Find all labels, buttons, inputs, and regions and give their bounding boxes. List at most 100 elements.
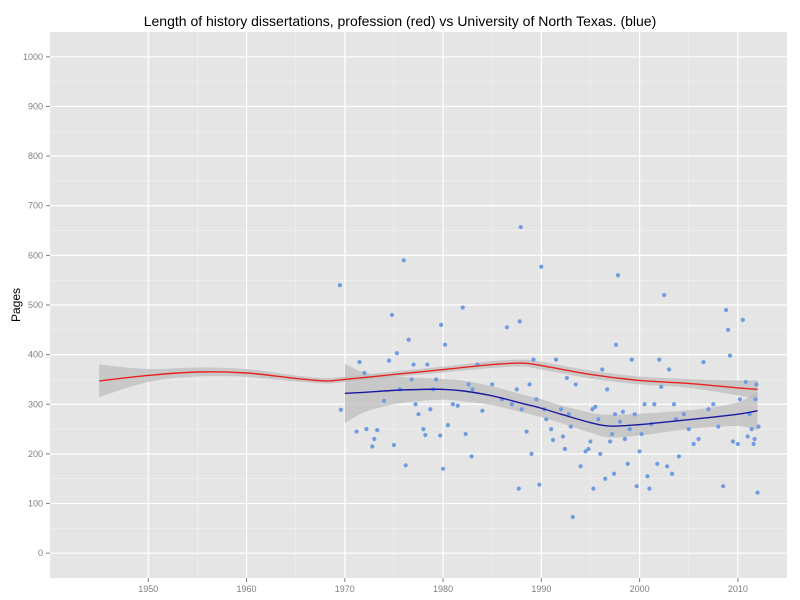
data-point	[425, 362, 430, 367]
data-point	[337, 283, 342, 288]
data-point	[544, 417, 549, 422]
data-point	[596, 417, 601, 422]
data-point	[752, 436, 757, 442]
data-point	[620, 409, 625, 414]
x-tick-label: 2010	[728, 584, 748, 594]
y-tick-label: 600	[28, 250, 43, 260]
data-point	[568, 424, 573, 429]
data-point	[551, 437, 556, 443]
data-point	[652, 402, 657, 407]
data-point	[539, 264, 544, 269]
data-point	[442, 342, 448, 347]
x-tick-label: 1980	[433, 584, 453, 594]
data-point	[409, 377, 414, 382]
data-point	[455, 403, 460, 408]
major-gridlines	[50, 32, 787, 578]
data-point	[375, 427, 380, 433]
data-point	[403, 463, 408, 468]
data-point	[438, 433, 443, 438]
confidence-band	[344, 363, 758, 438]
data-point	[460, 305, 465, 310]
data-point	[617, 419, 623, 424]
data-point	[537, 482, 542, 487]
data-point	[727, 353, 733, 358]
data-point	[386, 358, 392, 363]
data-point	[588, 439, 593, 444]
data-point	[450, 402, 455, 407]
smooth-line	[99, 362, 758, 391]
data-point	[608, 439, 613, 444]
data-point	[671, 402, 677, 407]
y-tick-label: 300	[28, 399, 43, 409]
data-point	[362, 370, 367, 376]
data-point	[657, 357, 662, 362]
data-point	[662, 292, 667, 298]
data-point	[637, 449, 642, 454]
data-point	[583, 449, 588, 454]
data-point	[615, 273, 621, 278]
data-point	[716, 424, 721, 429]
data-point	[751, 441, 756, 447]
data-point	[600, 367, 605, 372]
data-point	[591, 486, 596, 491]
data-point	[372, 436, 377, 442]
y-tick-label: 800	[28, 151, 43, 161]
data-point	[423, 432, 428, 438]
data-point	[613, 342, 619, 347]
data-point	[755, 490, 760, 495]
data-point	[504, 325, 510, 330]
data-point	[370, 444, 375, 449]
data-point	[629, 357, 634, 362]
data-point	[622, 436, 627, 442]
data-point	[634, 484, 639, 489]
data-point	[553, 357, 559, 362]
y-tick-label: 1000	[23, 52, 43, 62]
data-point	[519, 407, 524, 412]
data-point	[676, 454, 682, 459]
data-point	[338, 407, 343, 412]
data-point	[518, 224, 523, 230]
data-point	[406, 337, 411, 342]
x-tick-label: 2000	[630, 584, 650, 594]
data-point	[701, 359, 706, 365]
data-point	[743, 379, 748, 385]
data-point	[753, 397, 758, 402]
data-point	[566, 412, 571, 417]
data-point	[558, 407, 564, 412]
data-point	[509, 402, 514, 407]
smooth-line	[344, 388, 758, 427]
data-point	[440, 466, 446, 471]
data-point	[598, 451, 603, 457]
data-point	[749, 426, 754, 432]
data-point	[578, 464, 583, 469]
data-point	[470, 387, 475, 392]
data-point	[524, 429, 529, 434]
data-point	[632, 412, 637, 417]
data-point	[394, 351, 399, 356]
data-point	[645, 474, 650, 479]
data-point	[590, 407, 595, 412]
data-point	[711, 402, 716, 407]
data-point	[605, 387, 610, 392]
data-point	[681, 412, 686, 417]
data-point	[740, 317, 745, 322]
data-point	[560, 434, 566, 439]
data-point	[364, 426, 369, 432]
data-point	[413, 402, 418, 407]
data-point	[573, 382, 578, 387]
data-point	[480, 408, 485, 413]
data-point	[612, 412, 618, 417]
data-point	[527, 382, 532, 387]
data-point	[603, 476, 608, 481]
data-point	[593, 404, 598, 409]
data-point	[401, 258, 406, 263]
data-point	[725, 327, 731, 332]
data-point	[669, 471, 675, 476]
data-point	[389, 312, 395, 318]
data-point	[642, 402, 647, 407]
data-point	[570, 514, 575, 520]
y-axis-ticks: 0 100 200 300 400 500 600 700 800 900 1000	[23, 52, 50, 558]
data-point	[756, 424, 761, 429]
data-point	[611, 471, 617, 476]
data-point	[639, 431, 644, 437]
